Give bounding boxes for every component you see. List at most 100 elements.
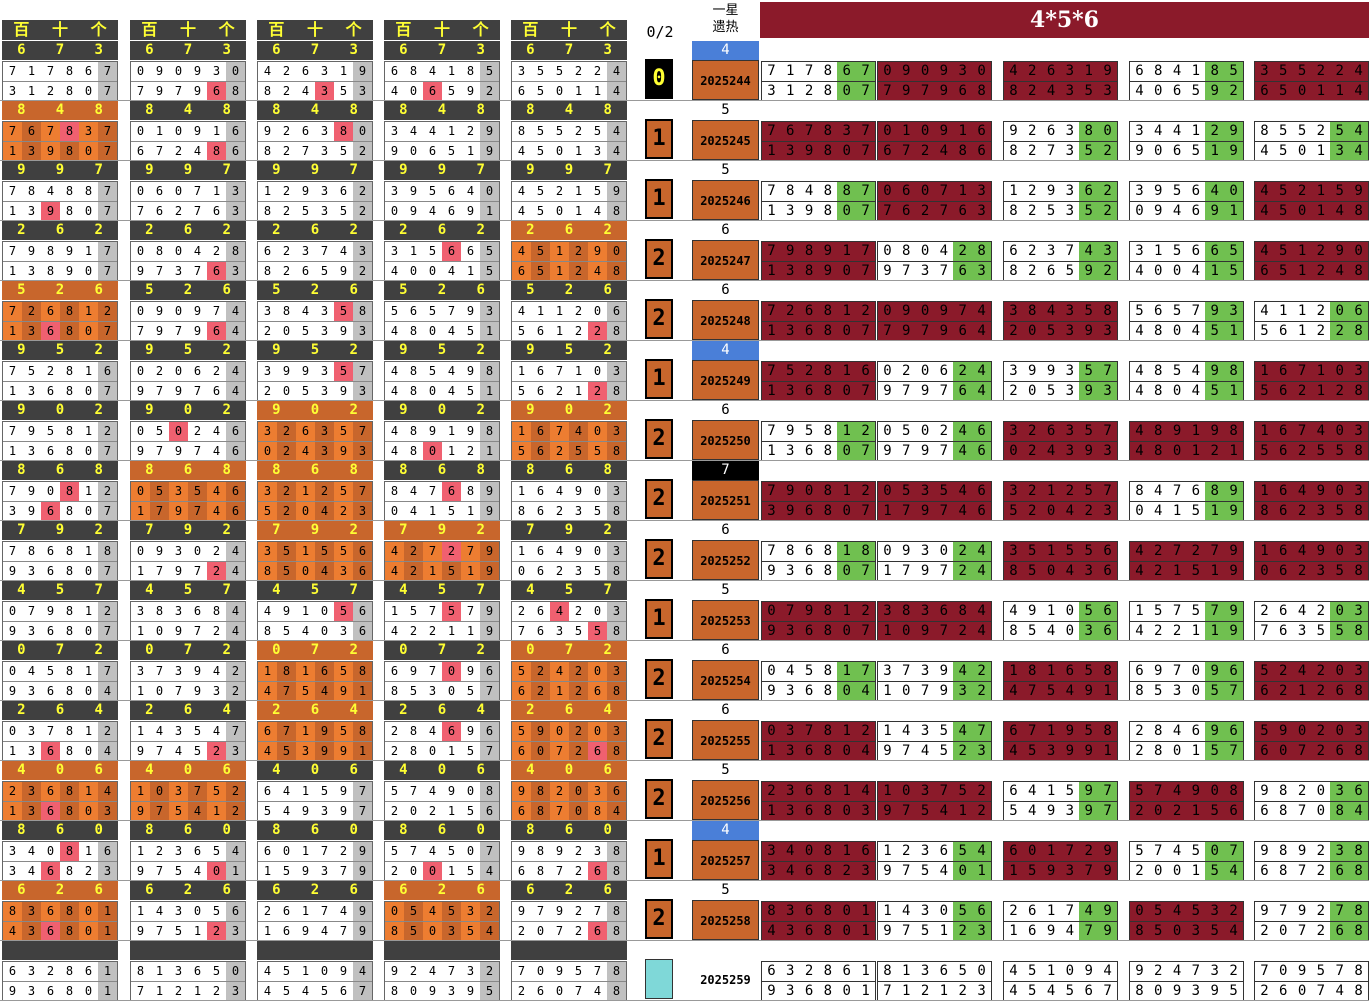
pair-digit: 1 xyxy=(1041,842,1061,861)
pair-digit: 0 xyxy=(1330,482,1350,501)
open-digit: 9 xyxy=(310,522,320,538)
pair-digit: 2 xyxy=(953,742,973,761)
pair-digit: 5 xyxy=(1229,983,1238,999)
digit-cell: 8 xyxy=(480,362,499,381)
digit-cell: 2 xyxy=(207,922,226,941)
digit-cell: 8 xyxy=(480,422,499,441)
open-digit: 7 xyxy=(145,522,154,538)
pair-digit: 8 xyxy=(1154,383,1163,399)
digit-cell: 7 xyxy=(353,802,372,821)
pair-digit: 4 xyxy=(1330,202,1350,221)
digit-cell: 5 xyxy=(339,204,348,218)
digit-cell: 8 xyxy=(212,604,221,618)
pair-digit: 8 xyxy=(1349,742,1368,761)
open-digit: 2 xyxy=(145,222,154,238)
pair-digit: 4 xyxy=(1335,983,1344,999)
open-digit: 0 xyxy=(349,822,358,838)
pair-digit: 0 xyxy=(1279,923,1288,939)
pair-digit: 1 xyxy=(878,782,897,801)
digit-cell: 2 xyxy=(390,804,399,818)
pair-digit: 3 xyxy=(1060,442,1080,461)
pair-digit: 7 xyxy=(1079,922,1099,941)
digit-cell: 1 xyxy=(353,682,372,701)
pair-digit: 9 xyxy=(920,383,930,399)
digit-cell: 1 xyxy=(447,864,456,878)
pair-digit: 5 xyxy=(958,963,967,979)
digit-cell: 1 xyxy=(84,244,93,258)
digit-cell: 4 xyxy=(315,682,334,701)
pair-digit: 6 xyxy=(799,782,819,801)
digit-cell: 4 xyxy=(550,662,569,681)
pair-digit: 6 xyxy=(939,843,949,859)
digit-cell: 6 xyxy=(447,184,456,198)
open-digit: 9 xyxy=(183,162,193,178)
digit-cell: 1 xyxy=(155,964,164,978)
digit-cell: 5 xyxy=(555,124,564,138)
pair-digit: 0 xyxy=(1297,983,1307,999)
pair-digit: 9 xyxy=(1098,62,1117,81)
pair-digit: 4 xyxy=(953,482,973,501)
digit-cell: 9 xyxy=(480,142,499,161)
pair-digit: 6 xyxy=(1135,663,1144,679)
digit-cell: 1 xyxy=(555,324,564,338)
pair-digit: 4 xyxy=(1130,562,1149,581)
col-ones: 个 xyxy=(599,20,616,39)
col-tens: 十 xyxy=(561,20,578,39)
pair-digit: 8 xyxy=(818,922,838,941)
digit-cell: 9 xyxy=(353,902,372,921)
hit-count: 2 xyxy=(645,779,673,819)
digit-cell: 3 xyxy=(390,124,399,138)
pair-digit: 5 xyxy=(1079,482,1099,501)
pair-digit: 1 xyxy=(837,482,857,501)
pair-digit: 6 xyxy=(1273,422,1293,441)
pair-digit: 5 xyxy=(1154,603,1163,619)
pair-digit: 1 xyxy=(1205,562,1225,581)
pair-digit: 3 xyxy=(1135,243,1144,259)
digit-cell: 2 xyxy=(98,482,117,501)
digit-cell: 2 xyxy=(263,324,272,338)
open-digit: 9 xyxy=(437,162,447,178)
digit-cell: 0 xyxy=(136,244,145,258)
pair-digit: 7 xyxy=(1292,422,1312,441)
open-digit: 9 xyxy=(399,162,408,178)
pair-digit: 9 xyxy=(896,302,916,321)
digit-cell: 9 xyxy=(390,964,399,978)
digit-cell: 9 xyxy=(301,364,310,378)
digit-cell: 9 xyxy=(517,904,526,918)
digit-cell: 0 xyxy=(550,722,569,741)
hit-count: 2 xyxy=(645,719,673,759)
open-digit: 6 xyxy=(272,42,281,58)
pair-digit: 6 xyxy=(799,302,819,321)
pair-digit: 8 xyxy=(823,183,833,199)
digit-cell: 7 xyxy=(8,64,17,78)
digit-cell: 9 xyxy=(390,144,399,158)
digit-cell: 4 xyxy=(226,362,245,381)
digit-cell: 9 xyxy=(466,204,475,218)
digit-cell: 6 xyxy=(409,304,418,318)
digit-cell: 2 xyxy=(404,542,423,561)
digit-cell: 1 xyxy=(3,322,22,341)
open-digit: 2 xyxy=(94,522,103,538)
pair-digit: 7 xyxy=(878,322,897,341)
pair-digit: 0 xyxy=(878,482,897,501)
pair-digit: 9 xyxy=(1154,203,1163,219)
digit-cell: 6 xyxy=(207,262,226,281)
digit-cell: 4 xyxy=(188,802,207,821)
digit-cell: 2 xyxy=(174,204,183,218)
pair-digit: 0 xyxy=(837,902,857,921)
digit-cell: 6 xyxy=(193,364,202,378)
